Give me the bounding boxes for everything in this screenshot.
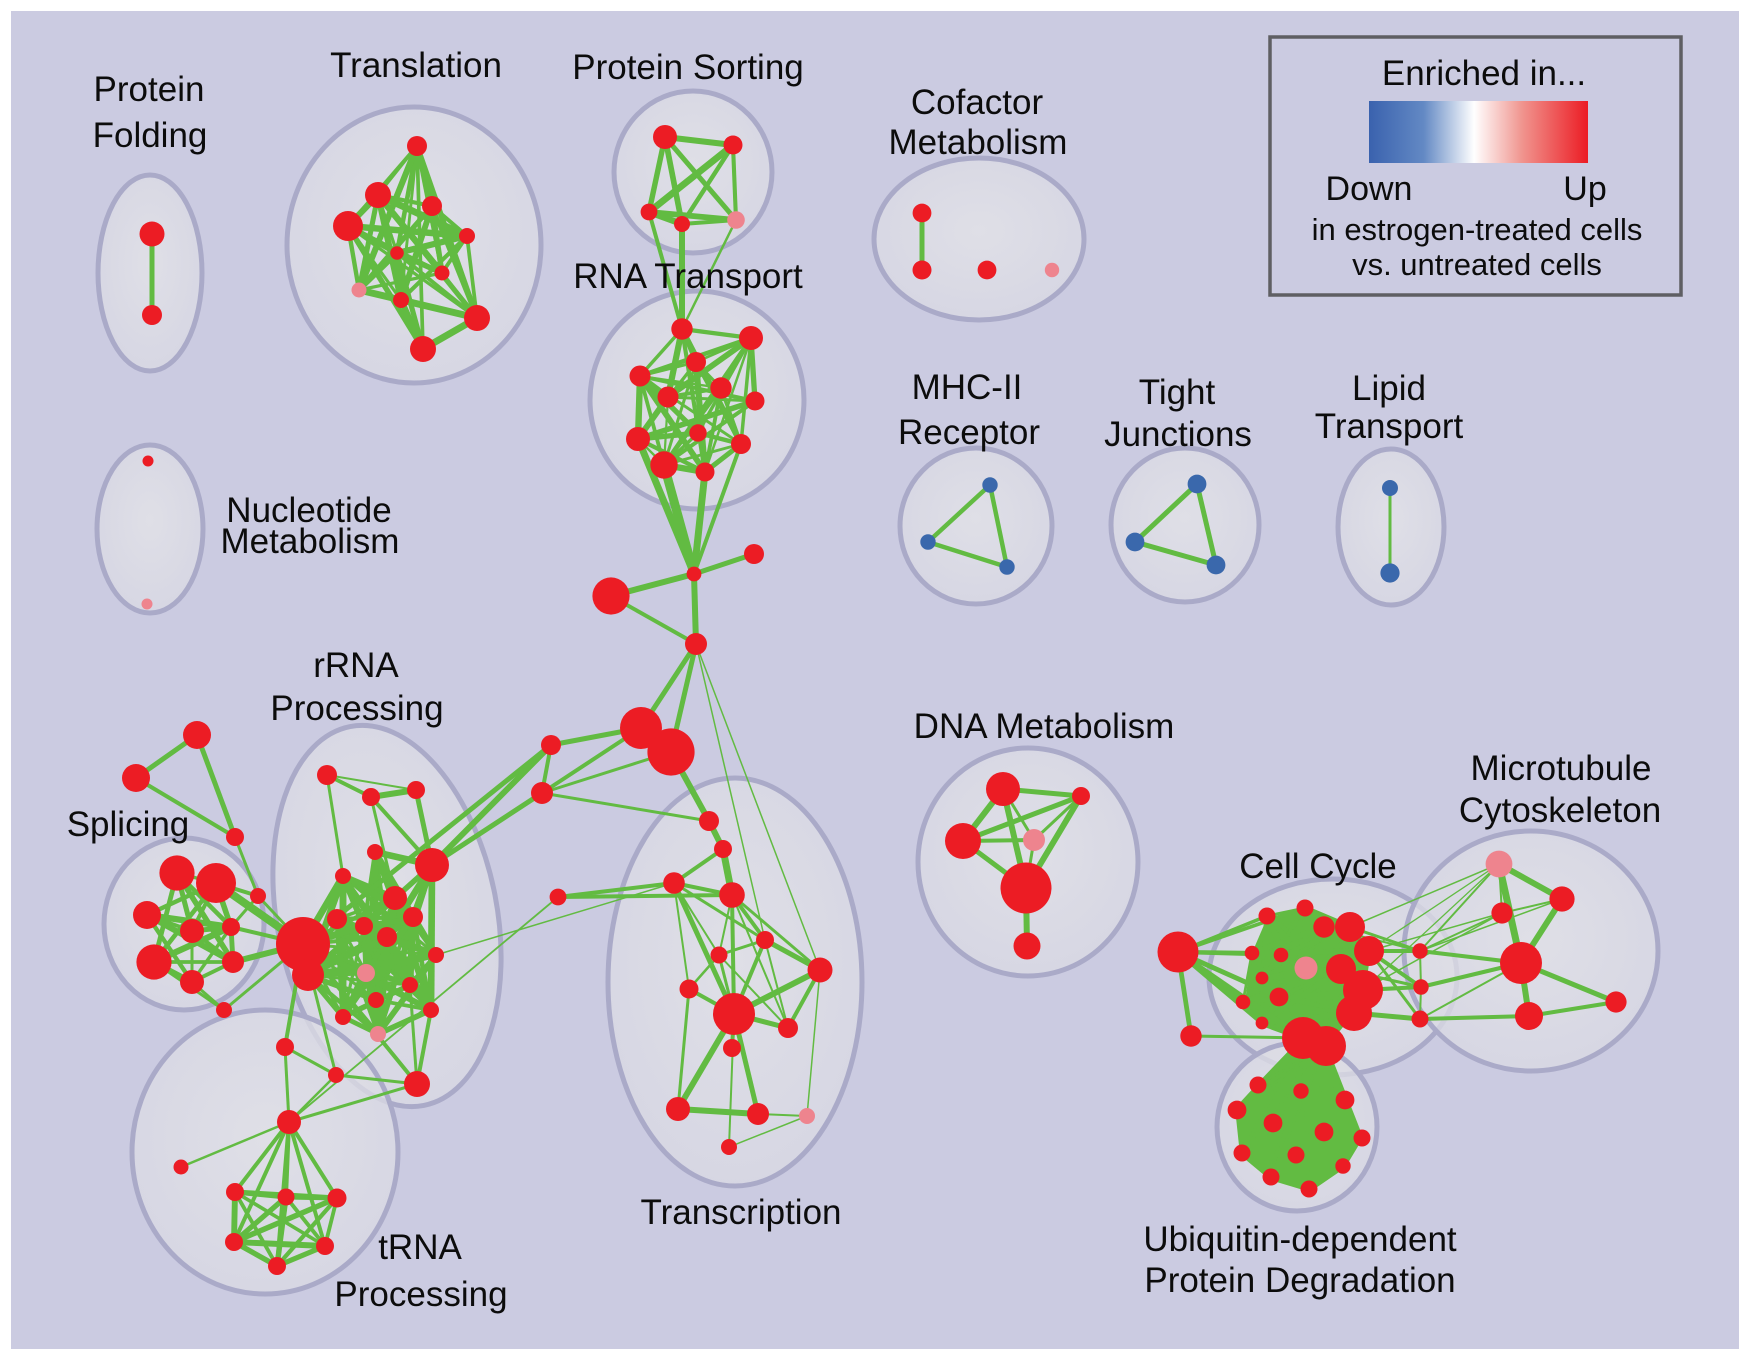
svg-text:Cofactor: Cofactor (911, 83, 1044, 122)
svg-text:Enriched in...: Enriched in... (1382, 54, 1586, 93)
svg-text:Metabolism: Metabolism (221, 522, 400, 561)
svg-text:Tight: Tight (1139, 373, 1216, 412)
svg-text:Microtubule: Microtubule (1471, 749, 1652, 788)
svg-text:Nucleotide: Nucleotide (226, 491, 391, 530)
svg-text:Folding: Folding (93, 116, 208, 155)
svg-text:Up: Up (1563, 170, 1606, 208)
svg-text:Transport: Transport (1315, 407, 1464, 446)
svg-text:Metabolism: Metabolism (889, 123, 1068, 162)
svg-text:Translation: Translation (330, 46, 502, 85)
svg-text:Receptor: Receptor (898, 413, 1040, 452)
svg-text:tRNA: tRNA (378, 1228, 462, 1267)
svg-text:Ubiquitin-dependent: Ubiquitin-dependent (1143, 1220, 1457, 1259)
svg-text:Junctions: Junctions (1104, 415, 1252, 454)
svg-text:DNA Metabolism: DNA Metabolism (914, 707, 1175, 746)
svg-text:Protein Degradation: Protein Degradation (1144, 1261, 1455, 1300)
svg-text:Cytoskeleton: Cytoskeleton (1459, 791, 1661, 830)
svg-text:Protein: Protein (94, 70, 205, 109)
svg-text:rRNA: rRNA (313, 646, 399, 685)
svg-text:Splicing: Splicing (67, 805, 190, 844)
svg-text:Protein Sorting: Protein Sorting (572, 48, 804, 87)
svg-text:Processing: Processing (334, 1275, 507, 1314)
svg-text:MHC-II: MHC-II (912, 368, 1023, 407)
svg-text:RNA Transport: RNA Transport (573, 257, 803, 296)
svg-text:Cell Cycle: Cell Cycle (1239, 847, 1397, 886)
svg-text:Transcription: Transcription (641, 1193, 842, 1232)
svg-text:Lipid: Lipid (1352, 369, 1426, 408)
svg-text:Processing: Processing (270, 689, 443, 728)
svg-text:vs. untreated cells: vs. untreated cells (1352, 247, 1602, 282)
svg-text:Down: Down (1326, 170, 1413, 208)
svg-text:in estrogen-treated cells: in estrogen-treated cells (1312, 212, 1643, 247)
